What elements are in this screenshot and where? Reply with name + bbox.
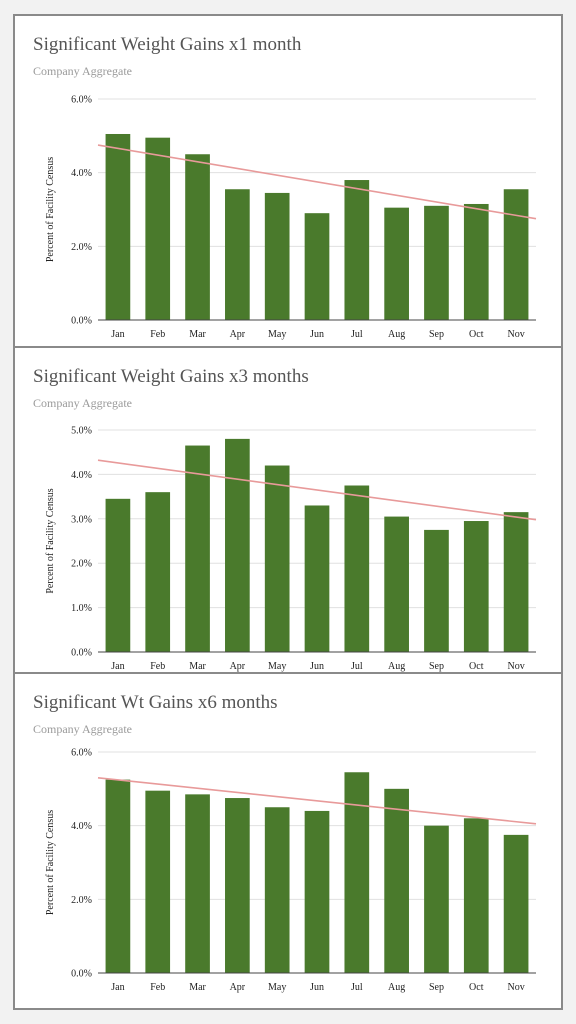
x-tick-label: Aug [388, 661, 405, 672]
y-tick-label: 4.0% [71, 168, 92, 179]
x-tick-label: Apr [230, 661, 246, 672]
x-tick-label: Oct [469, 329, 484, 340]
trendline [97, 459, 537, 521]
x-tick-label: Oct [469, 982, 484, 993]
chart-subtitle: Company Aggregate [33, 396, 132, 410]
bar-apr [225, 189, 250, 320]
x-tick-label: Mar [189, 982, 206, 993]
x-tick-label: Jul [351, 661, 363, 672]
chart-subtitle: Company Aggregate [33, 722, 132, 736]
bar-jan [105, 133, 131, 320]
x-tick-label: May [268, 329, 286, 340]
x-tick-label: Jun [310, 329, 324, 340]
bar-feb [145, 492, 171, 652]
x-tick-label: Jan [111, 329, 124, 340]
chart-title: Significant Weight Gains x1 month [33, 34, 302, 55]
x-tick-label: Apr [230, 329, 246, 340]
x-tick-label: Nov [507, 982, 524, 993]
y-tick-label: 5.0% [71, 426, 92, 437]
y-tick-label: 2.0% [71, 895, 92, 906]
x-tick-label: May [268, 982, 286, 993]
x-tick-label: Sep [429, 982, 444, 993]
x-tick-label: Mar [189, 329, 206, 340]
trendline [97, 144, 537, 220]
x-tick-label: Jun [310, 982, 324, 993]
bar-may [264, 807, 290, 973]
y-tick-label: 6.0% [71, 748, 92, 759]
x-tick-label: Jun [310, 661, 324, 672]
bar-mar [185, 794, 210, 973]
chart-panel-6-months: Significant Wt Gains x6 months Company A… [13, 672, 563, 1010]
bar-sep [424, 529, 449, 652]
x-tick-label: Nov [507, 661, 524, 672]
chart-title: Significant Wt Gains x6 months [33, 692, 278, 713]
bar-apr [225, 438, 250, 652]
chart-panel-1-month: Significant Weight Gains x1 month Compan… [13, 14, 563, 348]
bar-nov [503, 834, 529, 973]
bar-jan [105, 498, 131, 652]
x-tick-label: Jul [351, 982, 363, 993]
y-tick-label: 0.0% [71, 969, 92, 980]
bar-oct [463, 203, 489, 320]
trendline [97, 776, 537, 825]
bar-feb [145, 790, 171, 973]
bar-apr [225, 798, 250, 973]
y-axis-label: Percent of Facility Census [45, 157, 56, 262]
bar-chart-1-month: 0.0% 2.0% 4.0% 6.0% Jan Feb Mar Apr May Jun Jul Aug… [45, 95, 537, 340]
bar-sep [424, 205, 449, 320]
x-tick-label: Oct [469, 661, 484, 672]
bar-may [264, 465, 290, 652]
y-axis-label: Percent of Facility Census [45, 488, 56, 593]
bar-aug [384, 207, 409, 320]
bar-jun [304, 213, 330, 320]
bar-may [264, 192, 290, 320]
x-tick-label: Apr [230, 982, 246, 993]
bar-oct [463, 818, 489, 973]
bar-nov [503, 512, 529, 652]
y-tick-label: 1.0% [71, 603, 92, 614]
x-tick-label: May [268, 661, 286, 672]
x-tick-label: Jan [111, 982, 124, 993]
x-tick-label: Feb [150, 661, 165, 672]
chart-panel-3-months: Significant Weight Gains x3 months Compa… [13, 346, 563, 674]
bar-jul [344, 180, 370, 320]
chart-title: Significant Weight Gains x3 months [33, 366, 309, 387]
bar-oct [463, 521, 489, 652]
bar-jul [344, 772, 370, 973]
bar-sep [424, 825, 449, 973]
y-tick-label: 4.0% [71, 821, 92, 832]
y-axis-label: Percent of Facility Census [45, 810, 56, 915]
x-tick-label: Mar [189, 661, 206, 672]
y-tick-label: 0.0% [71, 316, 92, 327]
y-tick-label: 0.0% [71, 648, 92, 659]
y-tick-label: 4.0% [71, 470, 92, 481]
x-tick-label: Feb [150, 982, 165, 993]
bar-mar [185, 154, 210, 320]
bar-feb [145, 137, 171, 320]
x-tick-label: Sep [429, 661, 444, 672]
bar-aug [384, 516, 409, 652]
x-tick-label: Feb [150, 329, 165, 340]
y-tick-label: 2.0% [71, 242, 92, 253]
x-tick-label: Aug [388, 982, 405, 993]
x-tick-label: Jul [351, 329, 363, 340]
x-tick-label: Aug [388, 329, 405, 340]
bar-mar [185, 445, 210, 652]
x-tick-label: Jan [111, 661, 124, 672]
bar-jan [105, 779, 131, 973]
chart-subtitle: Company Aggregate [33, 64, 132, 78]
bar-chart-3-months: 0.0% 1.0% 2.0% 3.0% 4.0% 5.0% Jan Feb Mar Apr May J… [45, 426, 537, 672]
x-tick-label: Sep [429, 329, 444, 340]
bar-jun [304, 505, 330, 652]
bar-chart-6-months: 0.0% 2.0% 4.0% 6.0% Jan Feb Mar Apr May Jun Jul Aug… [45, 748, 537, 993]
bar-nov [503, 189, 529, 320]
bar-jun [304, 810, 330, 973]
bar-aug [384, 788, 409, 973]
y-tick-label: 3.0% [71, 514, 92, 525]
x-tick-label: Nov [507, 329, 524, 340]
bar-jul [344, 485, 370, 652]
y-tick-label: 6.0% [71, 95, 92, 106]
y-tick-label: 2.0% [71, 559, 92, 570]
